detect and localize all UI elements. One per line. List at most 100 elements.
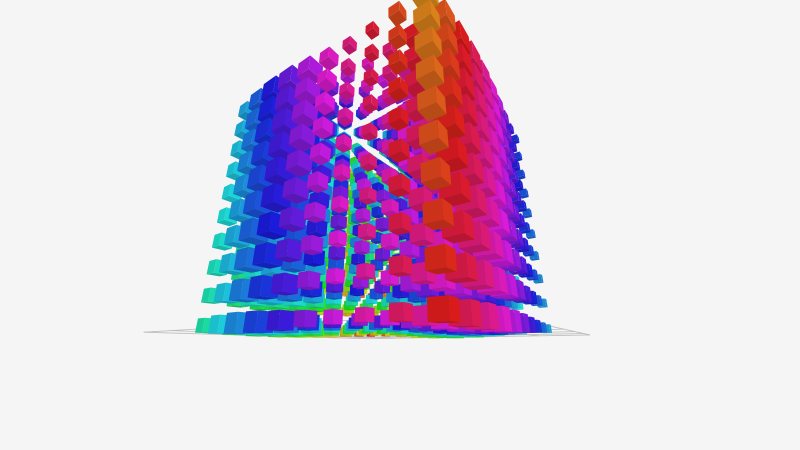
cube-face bbox=[498, 94, 505, 114]
cube-mark[interactable] bbox=[380, 232, 400, 251]
cube-mark[interactable] bbox=[335, 134, 352, 153]
cube-face bbox=[328, 256, 345, 261]
cube-mark[interactable] bbox=[354, 240, 370, 255]
cube-mark[interactable] bbox=[422, 198, 454, 231]
cube-mark[interactable] bbox=[328, 244, 346, 261]
cube-mark[interactable] bbox=[362, 94, 378, 113]
cube-mark[interactable] bbox=[363, 252, 374, 263]
cube-face bbox=[401, 327, 422, 329]
cube-mark[interactable] bbox=[306, 218, 328, 238]
cube-mark[interactable] bbox=[388, 49, 408, 75]
cube-mark[interactable] bbox=[330, 195, 349, 214]
cube-face bbox=[352, 188, 359, 199]
cube-mark[interactable] bbox=[361, 122, 378, 142]
cube-mark[interactable] bbox=[339, 81, 355, 101]
cube-mark[interactable] bbox=[278, 206, 307, 233]
cube-mark[interactable] bbox=[363, 67, 379, 87]
cube-face bbox=[351, 219, 364, 225]
cube-face bbox=[371, 94, 378, 109]
cube-face bbox=[195, 317, 205, 333]
cube-mark[interactable] bbox=[325, 267, 346, 285]
cube-mark[interactable] bbox=[364, 43, 379, 63]
cube-mark[interactable] bbox=[291, 99, 319, 130]
cube-face bbox=[316, 78, 337, 93]
cube-face bbox=[386, 331, 401, 332]
cube-mark[interactable] bbox=[319, 46, 339, 72]
cube-face bbox=[267, 336, 290, 338]
cube-mark[interactable] bbox=[354, 306, 375, 323]
cube-mark[interactable] bbox=[365, 20, 380, 40]
cube-face bbox=[533, 281, 544, 284]
cube-mark[interactable] bbox=[515, 169, 526, 180]
cube-face bbox=[382, 40, 392, 54]
cube-mark[interactable] bbox=[316, 68, 337, 93]
cube-mark[interactable] bbox=[356, 262, 376, 280]
cube-face bbox=[347, 221, 360, 226]
cube-mark[interactable] bbox=[525, 229, 536, 239]
cube-face bbox=[522, 302, 538, 305]
cube-mark[interactable] bbox=[300, 234, 324, 256]
cube-mark[interactable] bbox=[294, 76, 321, 108]
cube-face bbox=[322, 116, 334, 135]
cube-face bbox=[362, 102, 378, 113]
cube-mark[interactable] bbox=[342, 35, 357, 55]
cube-mark[interactable] bbox=[340, 57, 356, 77]
cube-mark[interactable] bbox=[388, 302, 414, 323]
cube-face bbox=[246, 164, 262, 188]
cube-mark[interactable] bbox=[274, 238, 304, 263]
cube-mark[interactable] bbox=[375, 247, 391, 262]
cube-mark[interactable] bbox=[303, 201, 327, 223]
cube-mark[interactable] bbox=[330, 214, 348, 231]
cube-face bbox=[337, 230, 348, 246]
cube-mark[interactable] bbox=[293, 309, 318, 328]
cube-mark[interactable] bbox=[375, 217, 391, 232]
cube-mark[interactable] bbox=[360, 153, 377, 172]
cube-mark[interactable] bbox=[420, 156, 452, 191]
cube-mark[interactable] bbox=[306, 171, 329, 194]
cube-face bbox=[347, 300, 361, 302]
cube-face bbox=[476, 184, 488, 215]
cube-mark[interactable] bbox=[328, 230, 348, 248]
cube-mark[interactable] bbox=[314, 91, 336, 116]
cube-mark[interactable] bbox=[424, 243, 458, 275]
cube-mark[interactable] bbox=[333, 163, 351, 182]
cube-mark[interactable] bbox=[296, 270, 321, 291]
cube-face bbox=[487, 302, 500, 330]
cube-mark[interactable] bbox=[285, 149, 313, 178]
cube-mark[interactable] bbox=[355, 207, 371, 223]
cube-mark[interactable] bbox=[270, 272, 300, 296]
cube-mark[interactable] bbox=[337, 106, 354, 126]
cube-face bbox=[469, 121, 481, 153]
cube-mark[interactable] bbox=[388, 212, 412, 236]
cube-mark[interactable] bbox=[417, 85, 447, 122]
cube-face bbox=[355, 217, 371, 223]
cube-face bbox=[305, 335, 324, 337]
cube-mark[interactable] bbox=[426, 295, 461, 324]
cube-mark[interactable] bbox=[359, 186, 377, 205]
cube-mark[interactable] bbox=[388, 76, 409, 102]
cube-mark[interactable] bbox=[322, 309, 344, 325]
cube-face bbox=[520, 213, 526, 227]
cube-face bbox=[419, 137, 449, 155]
cube-mark[interactable] bbox=[388, 0, 407, 27]
cube-mark[interactable] bbox=[388, 173, 411, 198]
cube-face bbox=[521, 256, 528, 274]
cube-mark[interactable] bbox=[418, 119, 449, 155]
cube-mark[interactable] bbox=[388, 254, 413, 277]
cube-face bbox=[303, 201, 316, 219]
cube-mark[interactable] bbox=[388, 24, 408, 50]
cube-mark[interactable] bbox=[415, 54, 445, 92]
cube-mark[interactable] bbox=[266, 309, 296, 331]
cube-mark[interactable] bbox=[312, 116, 334, 140]
cube-mark[interactable] bbox=[288, 123, 316, 153]
cube-face bbox=[356, 262, 367, 278]
cube-mark[interactable] bbox=[388, 106, 409, 132]
cube-mark[interactable] bbox=[309, 142, 332, 166]
cube-mark[interactable] bbox=[357, 222, 376, 241]
cube-face bbox=[461, 333, 489, 334]
cube-face bbox=[342, 312, 354, 314]
cube-mark[interactable] bbox=[388, 138, 410, 163]
cube-mark[interactable] bbox=[282, 176, 310, 204]
cube-face bbox=[386, 291, 395, 303]
